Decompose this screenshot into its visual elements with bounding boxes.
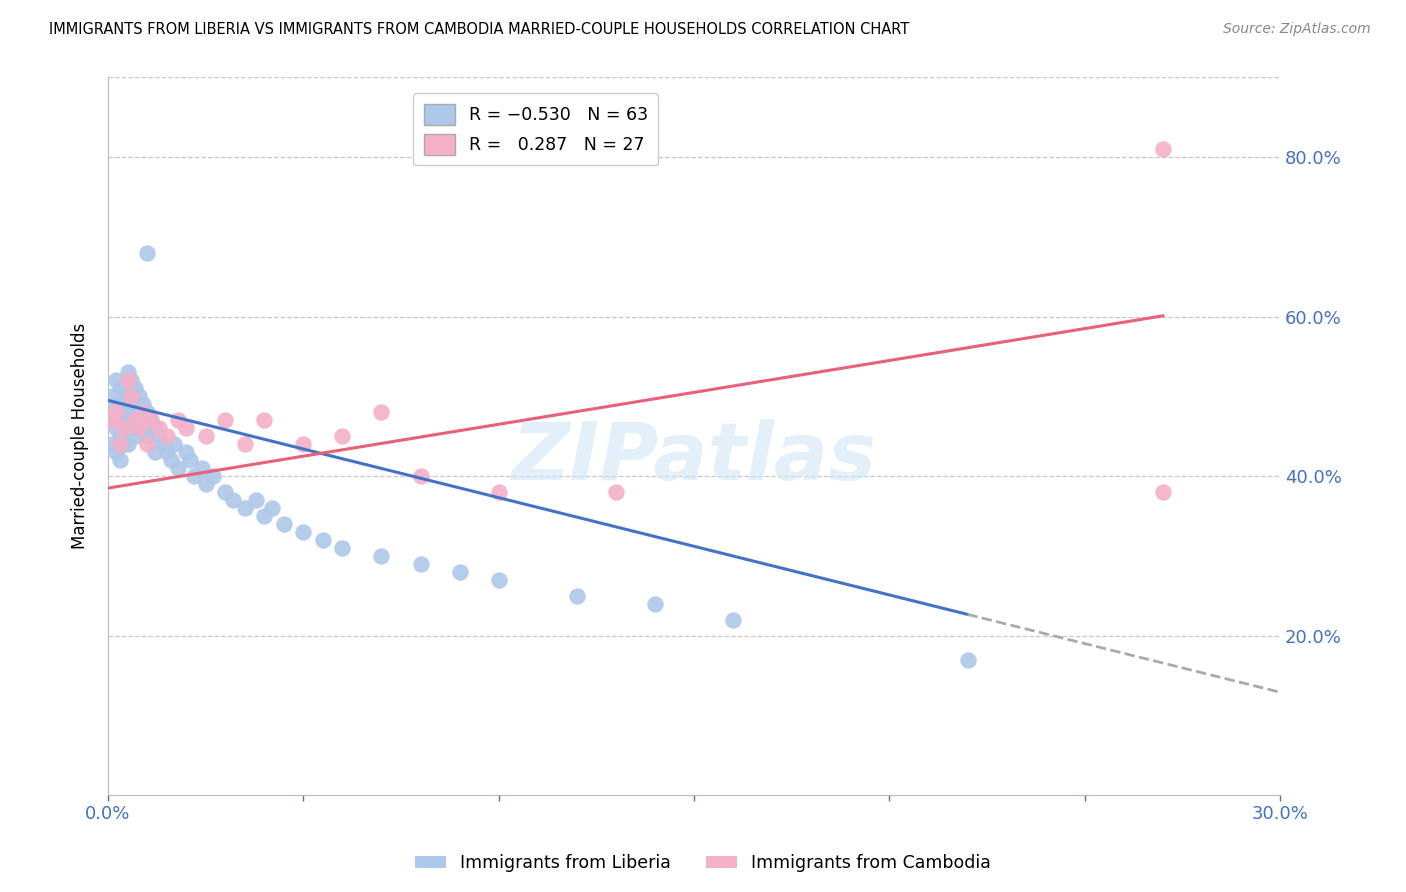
Point	[167, 413, 190, 427]
Point	[124, 405, 146, 419]
Point	[167, 461, 190, 475]
Point	[120, 389, 142, 403]
Point	[956, 652, 979, 666]
Point	[108, 381, 131, 395]
Point	[202, 469, 225, 483]
Point	[190, 461, 212, 475]
Point	[233, 501, 256, 516]
Point	[124, 413, 146, 427]
Point	[644, 597, 666, 611]
Point	[120, 421, 142, 435]
Point	[112, 421, 135, 435]
Point	[104, 405, 127, 419]
Point	[104, 421, 127, 435]
Point	[132, 405, 155, 419]
Point	[253, 413, 276, 427]
Point	[112, 437, 135, 451]
Point	[128, 389, 150, 403]
Point	[104, 373, 127, 387]
Point	[148, 421, 170, 435]
Point	[179, 453, 201, 467]
Legend: Immigrants from Liberia, Immigrants from Cambodia: Immigrants from Liberia, Immigrants from…	[408, 847, 998, 879]
Point	[1152, 142, 1174, 156]
Point	[155, 445, 177, 459]
Point	[108, 405, 131, 419]
Point	[253, 508, 276, 523]
Point	[163, 437, 186, 451]
Point	[117, 437, 139, 451]
Point	[124, 429, 146, 443]
Point	[332, 541, 354, 555]
Point	[292, 524, 315, 539]
Point	[194, 429, 217, 443]
Point	[132, 397, 155, 411]
Point	[152, 437, 174, 451]
Point	[1152, 485, 1174, 500]
Point	[312, 533, 335, 547]
Point	[124, 381, 146, 395]
Point	[108, 437, 131, 451]
Point	[409, 557, 432, 571]
Y-axis label: Married-couple Households: Married-couple Households	[72, 323, 89, 549]
Point	[183, 469, 205, 483]
Point	[222, 493, 245, 508]
Point	[117, 366, 139, 380]
Point	[101, 389, 124, 403]
Point	[120, 397, 142, 411]
Point	[214, 485, 236, 500]
Point	[101, 413, 124, 427]
Point	[128, 421, 150, 435]
Point	[136, 437, 159, 451]
Point	[104, 397, 127, 411]
Point	[721, 613, 744, 627]
Point	[605, 485, 627, 500]
Point	[370, 405, 392, 419]
Point	[108, 429, 131, 443]
Point	[148, 429, 170, 443]
Point	[565, 589, 588, 603]
Point	[128, 413, 150, 427]
Point	[112, 413, 135, 427]
Point	[292, 437, 315, 451]
Point	[273, 516, 295, 531]
Point	[155, 429, 177, 443]
Point	[139, 413, 162, 427]
Point	[214, 413, 236, 427]
Point	[488, 573, 510, 587]
Point	[143, 445, 166, 459]
Point	[409, 469, 432, 483]
Point	[104, 445, 127, 459]
Point	[120, 373, 142, 387]
Point	[136, 405, 159, 419]
Legend: R = −0.530   N = 63, R =   0.287   N = 27: R = −0.530 N = 63, R = 0.287 N = 27	[413, 94, 658, 165]
Point	[136, 245, 159, 260]
Text: Source: ZipAtlas.com: Source: ZipAtlas.com	[1223, 22, 1371, 37]
Point	[194, 477, 217, 491]
Point	[108, 453, 131, 467]
Point	[245, 493, 267, 508]
Point	[488, 485, 510, 500]
Point	[174, 421, 197, 435]
Point	[101, 413, 124, 427]
Point	[143, 421, 166, 435]
Point	[117, 389, 139, 403]
Point	[233, 437, 256, 451]
Point	[449, 565, 471, 579]
Point	[332, 429, 354, 443]
Point	[117, 373, 139, 387]
Point	[136, 429, 159, 443]
Point	[112, 389, 135, 403]
Point	[101, 437, 124, 451]
Point	[117, 413, 139, 427]
Point	[370, 549, 392, 563]
Point	[174, 445, 197, 459]
Text: IMMIGRANTS FROM LIBERIA VS IMMIGRANTS FROM CAMBODIA MARRIED-COUPLE HOUSEHOLDS CO: IMMIGRANTS FROM LIBERIA VS IMMIGRANTS FR…	[49, 22, 910, 37]
Text: ZIPatlas: ZIPatlas	[512, 418, 876, 497]
Point	[132, 421, 155, 435]
Point	[159, 453, 181, 467]
Point	[262, 501, 284, 516]
Point	[139, 413, 162, 427]
